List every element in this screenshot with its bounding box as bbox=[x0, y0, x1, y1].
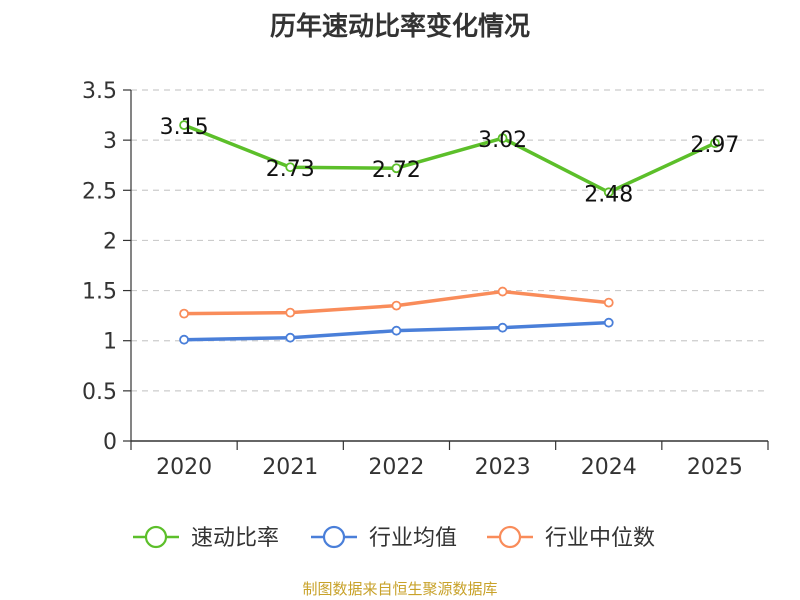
legend-marker bbox=[498, 525, 522, 549]
y-tick-label: 0.5 bbox=[82, 380, 117, 405]
data-point bbox=[710, 138, 720, 149]
data-point bbox=[603, 297, 614, 308]
data-labels: 3.15 2.73 2.72 3.02 2.48 2.97 bbox=[160, 115, 740, 207]
x-tick-label: 2022 bbox=[368, 455, 424, 480]
legend-label: 行业均值 bbox=[369, 526, 457, 551]
x-tick-label: 2025 bbox=[687, 455, 743, 480]
legend-label: 速动比率 bbox=[191, 526, 279, 551]
legend-label: 行业中位数 bbox=[545, 526, 655, 551]
data-label: 2.72 bbox=[372, 158, 421, 183]
y-tick-label: 0 bbox=[103, 430, 117, 455]
data-point bbox=[285, 332, 296, 343]
data-point bbox=[391, 325, 402, 336]
y-tick-label: 1.5 bbox=[82, 280, 117, 305]
data-label: 2.48 bbox=[584, 182, 633, 207]
data-label: 3.02 bbox=[478, 128, 527, 153]
series-lines bbox=[179, 120, 720, 345]
y-tick-label: 2.5 bbox=[82, 179, 117, 204]
data-point bbox=[497, 133, 508, 144]
data-point bbox=[285, 162, 296, 173]
legend-item[interactable]: 行业均值 bbox=[311, 525, 457, 551]
x-tick-label: 2023 bbox=[475, 455, 531, 480]
data-label: 2.97 bbox=[690, 133, 739, 158]
data-point bbox=[179, 120, 189, 130]
data-label: 2.73 bbox=[266, 157, 315, 182]
grid-lines bbox=[131, 89, 768, 392]
data-label: 3.15 bbox=[160, 115, 209, 140]
legend-marker bbox=[144, 525, 168, 549]
data-point bbox=[497, 286, 508, 297]
x-tick-label: 2024 bbox=[581, 455, 637, 480]
legend-item[interactable]: 速动比率 bbox=[133, 525, 279, 551]
source-note: 制图数据来自恒生聚源数据库 bbox=[302, 580, 498, 598]
series-line bbox=[182, 123, 717, 195]
data-point bbox=[179, 308, 189, 319]
legend-item[interactable]: 行业中位数 bbox=[487, 525, 655, 551]
legend-marker bbox=[322, 525, 346, 549]
y-tick-label: 2 bbox=[103, 229, 117, 254]
legend: 速动比率 行业均值 行业中位数 bbox=[133, 525, 655, 551]
chart-title: 历年速动比率变化情况 bbox=[269, 12, 530, 42]
data-point bbox=[285, 307, 296, 318]
data-point bbox=[391, 163, 402, 174]
x-tick-label: 2021 bbox=[262, 455, 318, 480]
axes: 0 0.5 1 1.5 2 2.5 3 3.5 2020 2021 2022 2023 2024 2025 bbox=[82, 79, 769, 480]
data-point bbox=[497, 322, 508, 333]
data-point bbox=[603, 187, 614, 198]
data-point bbox=[603, 317, 614, 328]
y-tick-label: 1 bbox=[103, 330, 117, 355]
data-point bbox=[179, 334, 189, 345]
x-tick-label: 2020 bbox=[156, 455, 212, 480]
data-point bbox=[391, 300, 402, 311]
y-tick-label: 3.5 bbox=[82, 79, 117, 104]
y-tick-label: 3 bbox=[103, 129, 117, 154]
